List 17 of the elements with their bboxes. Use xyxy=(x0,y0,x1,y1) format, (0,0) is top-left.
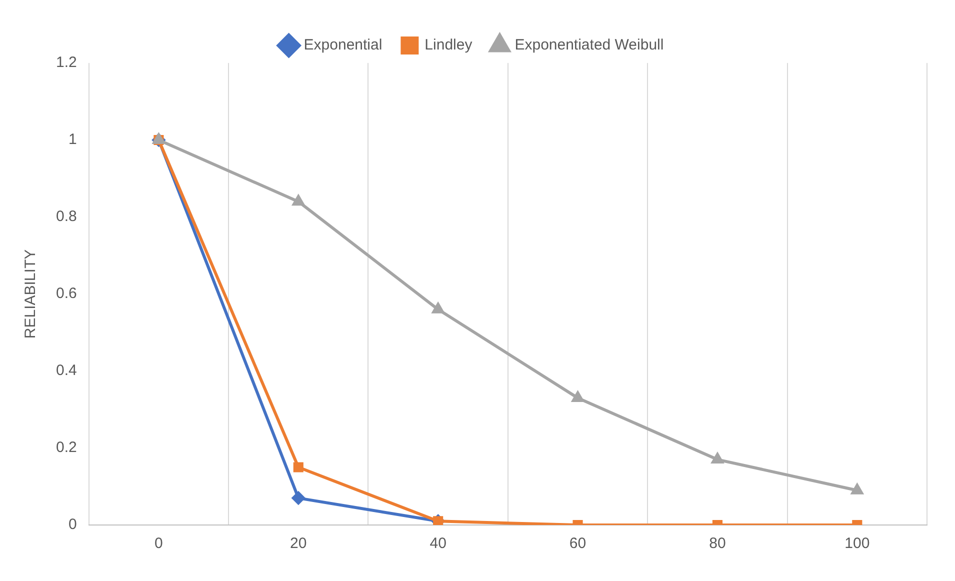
legend-label: Exponential xyxy=(304,36,382,54)
y-tick-label: 1 xyxy=(68,131,77,148)
legend-label: Exponentiated Weibull xyxy=(514,36,664,54)
y-tick-label: 0.6 xyxy=(56,285,77,302)
y-tick-label: 0.2 xyxy=(56,439,77,456)
y-axis-title: RELIABILITY xyxy=(22,249,40,339)
x-tick-label: 40 xyxy=(430,535,446,552)
x-tick-label: 0 xyxy=(154,535,163,552)
y-tick-label: 0.8 xyxy=(56,208,77,226)
y-tick-label: 0.4 xyxy=(56,362,77,380)
x-tick-label: 20 xyxy=(290,535,307,552)
x-tick-label: 60 xyxy=(569,535,586,552)
y-tick-label: 0 xyxy=(68,516,77,534)
x-tick-label: 80 xyxy=(709,535,726,552)
legend-label: Lindley xyxy=(424,36,473,54)
y-tick-label: 1.2 xyxy=(56,54,77,72)
x-tick-label: 100 xyxy=(844,535,870,552)
